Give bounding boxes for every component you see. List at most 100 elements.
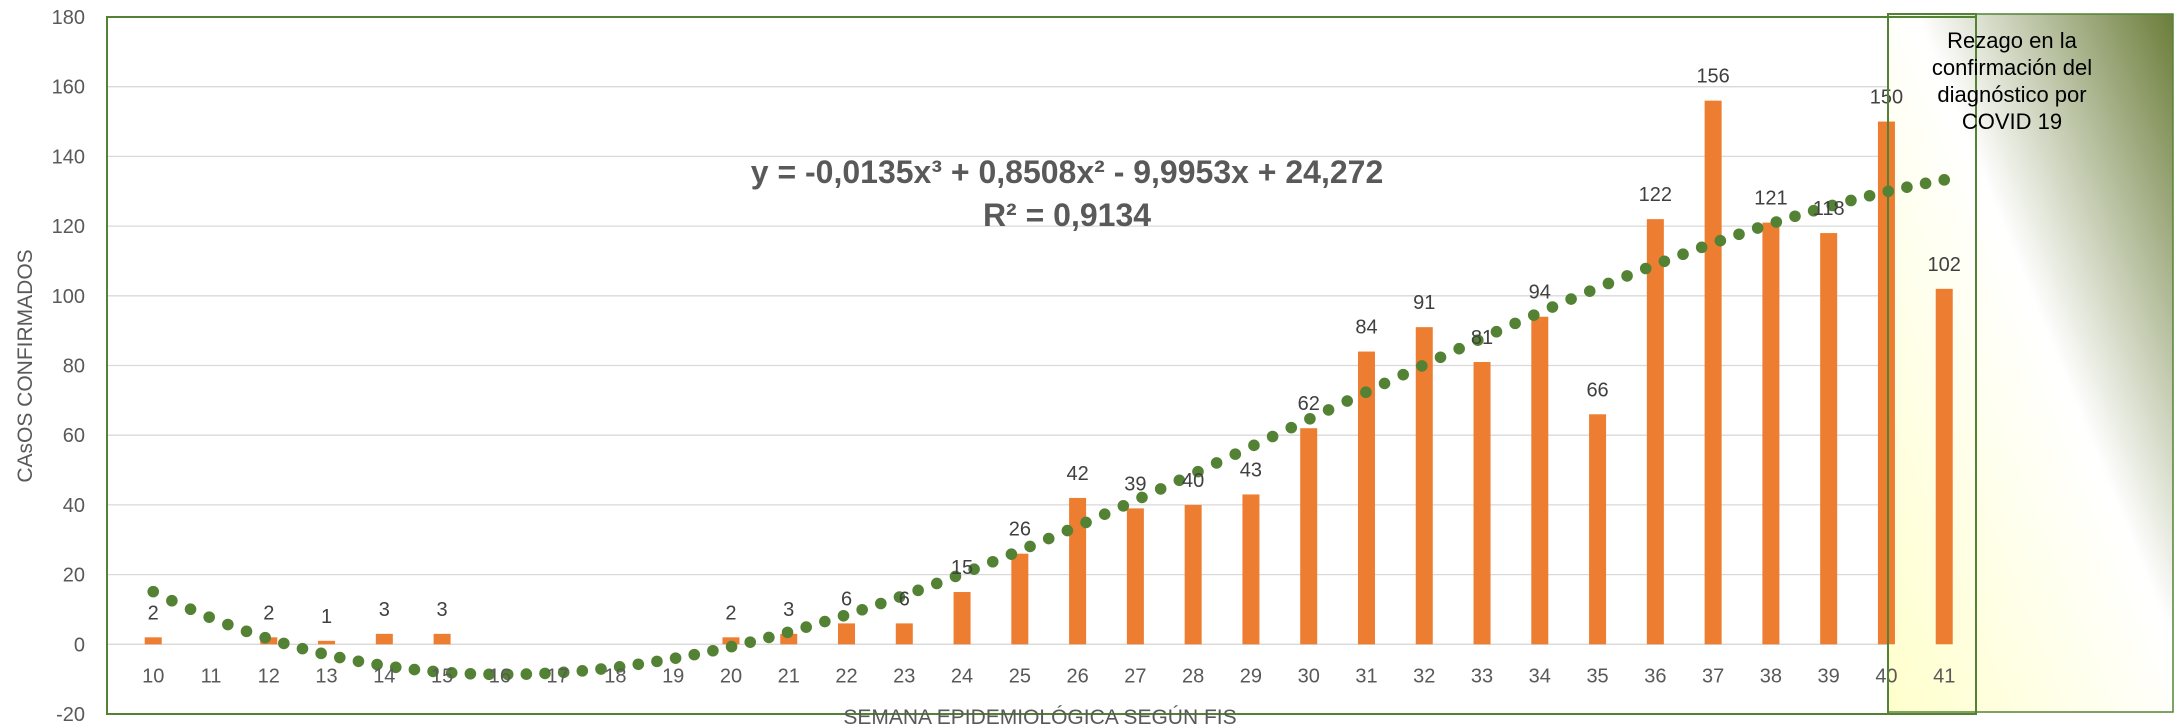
annotation-line: confirmación del (1932, 55, 2092, 80)
x-tick-label: 28 (1182, 665, 1204, 687)
bar (1184, 504, 1202, 645)
trend-point (1397, 368, 1409, 381)
x-tick-label: 38 (1760, 665, 1782, 687)
trend-point (557, 666, 570, 679)
bar (838, 623, 856, 645)
trend-point (1639, 262, 1652, 275)
highlight-box (1887, 13, 1977, 715)
trend-point (1938, 174, 1951, 186)
trend-point (912, 584, 924, 597)
trend-point (1266, 430, 1279, 443)
x-tick-label: 27 (1124, 665, 1146, 687)
x-tick-label: 23 (893, 665, 915, 687)
x-tick-label: 11 (201, 665, 222, 687)
trend-point (1360, 386, 1372, 399)
trend-point (781, 626, 794, 639)
trend-point (1770, 216, 1783, 228)
trend-point (688, 648, 701, 661)
trend-point (1042, 532, 1055, 545)
data-label: 118 (1813, 198, 1845, 220)
bar (1935, 288, 1953, 645)
data-label: 91 (1413, 292, 1435, 314)
bar (1473, 362, 1491, 645)
trend-point (1490, 325, 1503, 338)
trendline-equation: y = -0,0135x³ + 0,8508x² - 9,9953x + 24,… (751, 154, 1384, 190)
x-tick-label: 21 (778, 665, 800, 687)
trend-point (1136, 491, 1148, 504)
x-tick-label: 26 (1066, 665, 1088, 687)
trend-point (986, 555, 999, 568)
bar (433, 633, 451, 645)
trend-point (856, 603, 868, 616)
data-label: 42 (1066, 463, 1088, 485)
trend-point (930, 577, 943, 590)
trend-point (1434, 351, 1447, 364)
trend-point (800, 621, 812, 633)
x-tick-label: 29 (1240, 665, 1262, 687)
data-label: 1 (321, 606, 332, 628)
annotation-line: diagnóstico por (1937, 82, 2086, 107)
trend-point (1005, 548, 1018, 560)
trend-point (278, 637, 290, 650)
r-squared: R² = 0,9134 (983, 197, 1151, 233)
x-tick-label: 13 (315, 665, 337, 687)
trend-point (1583, 285, 1596, 297)
trend-point (352, 655, 365, 668)
x-axis-label: SEMANA EPIDEMIOLÓGICA SEGÚN FIS (843, 706, 1236, 728)
trend-point (1807, 204, 1820, 217)
trend-point (1677, 248, 1689, 261)
data-label: 6 (899, 588, 910, 610)
y-tick-label: 0 (74, 634, 85, 656)
x-tick-label: 37 (1702, 665, 1724, 687)
bar (1646, 219, 1664, 645)
trend-point (632, 658, 645, 671)
bar (1531, 316, 1549, 645)
data-label: 84 (1355, 317, 1377, 339)
y-tick-label: 100 (52, 286, 85, 308)
trend-point (1416, 360, 1428, 372)
data-label: 102 (1928, 254, 1961, 276)
trend-point (1546, 301, 1559, 313)
trend-point (333, 651, 346, 664)
data-label: 2 (148, 602, 159, 624)
data-label: 40 (1182, 470, 1204, 492)
trend-point (1845, 194, 1857, 207)
trend-point (1565, 293, 1577, 305)
trend-point (1304, 412, 1316, 425)
data-label: 39 (1124, 473, 1146, 495)
x-tick-label: 15 (431, 665, 453, 687)
trend-point (1695, 241, 1708, 254)
data-label: 121 (1754, 188, 1787, 210)
data-label: 150 (1870, 87, 1903, 109)
trend-point (1621, 270, 1633, 282)
bar (1762, 222, 1780, 645)
trend-point (707, 644, 719, 657)
bar (1357, 351, 1375, 645)
trend-point (1919, 177, 1932, 190)
trend-point (240, 625, 253, 638)
trend-point (837, 609, 850, 622)
x-axis-ticks: 10 11 12 13 14 15 16 17 18 19 20 21 22 23 24 25 26 27 28 29… (142, 665, 1955, 687)
trend-point (1080, 516, 1092, 529)
trend-point (501, 668, 514, 681)
trend-point (1733, 228, 1745, 241)
data-label: 15 (951, 557, 973, 579)
x-tick-label: 24 (951, 665, 973, 687)
bar (780, 633, 798, 645)
trend-point (408, 663, 421, 676)
trend-point (464, 667, 477, 680)
y-tick-label: 180 (52, 7, 85, 29)
bar (375, 633, 393, 645)
y-tick-label: 20 (63, 565, 85, 587)
bar (722, 637, 740, 645)
trend-point (1789, 210, 1801, 223)
x-tick-label: 30 (1298, 665, 1320, 687)
trend-point (651, 655, 663, 668)
bar (1126, 508, 1144, 645)
bar (1877, 121, 1895, 645)
trend-point (875, 597, 887, 610)
bar (1069, 497, 1087, 645)
trend-point (1901, 181, 1913, 193)
trend-point (819, 615, 831, 628)
